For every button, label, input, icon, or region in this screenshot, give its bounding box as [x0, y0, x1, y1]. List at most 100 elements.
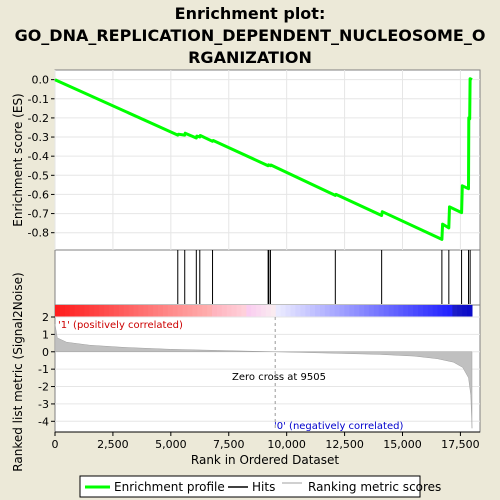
band-segment [349, 305, 355, 317]
es-y-tick-label: -0.2 [28, 112, 49, 125]
band-segment [113, 305, 120, 317]
band-segment [437, 305, 444, 317]
es-panel [54, 69, 481, 251]
band-segment [418, 305, 424, 317]
es-y-tick-label: -0.1 [28, 93, 49, 106]
band-segment [143, 305, 149, 317]
legend-enrichment-label: Enrichment profile [114, 480, 225, 494]
band-segment [270, 305, 277, 317]
band-segment [261, 305, 267, 317]
ranking-y-tick-label: 1 [42, 328, 49, 341]
band-segment [79, 305, 85, 317]
legend-hits-label: Hits [252, 480, 275, 494]
band-segment [305, 305, 311, 317]
band-segment [59, 305, 66, 317]
band-segment [467, 305, 473, 317]
x-tick-label: 5,000 [155, 438, 187, 451]
band-segment [462, 305, 468, 317]
band-segment [84, 305, 90, 317]
band-segment [295, 305, 301, 317]
band-segment [172, 305, 179, 317]
band-segment [344, 305, 350, 317]
band-segment [133, 305, 139, 317]
x-axis-label: Rank in Ordered Dataset [191, 453, 339, 467]
ranking-ylabel: Ranked list metric (Signal2Noise) [11, 272, 25, 471]
band-segment [422, 305, 429, 317]
band-segment [241, 305, 247, 317]
legend: Enrichment profile Hits Ranking metric s… [79, 475, 441, 498]
band-segment [94, 305, 100, 317]
ranking-y-tick-label: -4 [38, 415, 49, 428]
band-segment [368, 305, 375, 317]
ranking-y-tick-label: -3 [38, 398, 49, 411]
band-segment [216, 305, 223, 317]
es-y-tick-label: 0.0 [32, 74, 50, 87]
ranking-metric-layer: 2 1 0 -1 -2 -3 -4 [38, 311, 480, 430]
band-segment [393, 305, 399, 317]
x-tick-label: 15,000 [383, 438, 422, 451]
band-segment [226, 305, 233, 317]
x-tick-label: 2,500 [97, 438, 129, 451]
band-segment [324, 305, 331, 317]
plot-title-line2: GO_DNA_REPLICATION_DEPENDENT_NUCLEOSOME_… [15, 26, 486, 45]
enrichment-profile-line [54, 77, 473, 241]
band-segment [158, 305, 164, 317]
band-segment [329, 305, 336, 317]
ranking-panel [54, 304, 481, 433]
ranking-metric-area [54, 323, 473, 429]
band-segment [167, 305, 174, 317]
ranking-y-tick-label: -2 [38, 381, 49, 394]
plot-title-line1: Enrichment plot: [175, 4, 326, 23]
band-segment [364, 305, 370, 317]
band-segment [265, 305, 272, 317]
band-segment [123, 305, 130, 317]
band-segment [275, 305, 282, 317]
band-segment [398, 305, 404, 317]
band-segment [354, 305, 360, 317]
zero-cross-label: Zero cross at 9505 [232, 372, 326, 383]
band-segment [99, 305, 105, 317]
band-segment [202, 305, 208, 317]
band-segment [359, 305, 365, 317]
es-y-tick-label: -0.6 [28, 188, 49, 201]
band-segment [442, 305, 448, 317]
band-segment [197, 305, 203, 317]
band-segment [69, 305, 76, 317]
es-y-tick-label: -0.3 [28, 131, 49, 144]
band-segment [177, 305, 184, 317]
band-segment [74, 305, 81, 317]
band-segment [388, 305, 395, 317]
es-y-tick-label: -0.8 [28, 227, 49, 240]
x-tick-label: 0 [52, 438, 59, 451]
band-segment [128, 305, 134, 317]
band-segment [192, 305, 198, 317]
ranking-y-tick-label: 2 [42, 311, 49, 324]
band-segment [118, 305, 125, 317]
band-segment [373, 305, 380, 317]
band-segment [403, 305, 409, 317]
es-y-tick-label: -0.7 [28, 208, 49, 221]
band-segment [162, 305, 169, 317]
band-segment [221, 305, 228, 317]
es-axis: 0.0 -0.1 -0.2 -0.3 -0.4 -0.5 -0.6 -0.7 -0.8 [28, 70, 480, 250]
hits-panel [54, 249, 481, 306]
band-segment [138, 305, 144, 317]
band-segment [55, 305, 61, 317]
band-segment [231, 305, 238, 317]
band-segment [315, 305, 321, 317]
legend-ranking-label: Ranking metric scores [308, 480, 441, 494]
band-segment [290, 305, 296, 317]
ranking-y-tick-label: 0 [42, 346, 49, 359]
legend-box [79, 475, 421, 498]
negative-correlation-label: '0' (negatively correlated) [274, 421, 403, 432]
band-segment [457, 305, 463, 317]
band-segment [378, 305, 385, 317]
es-y-tick-label: -0.4 [28, 150, 49, 163]
band-segment [383, 305, 390, 317]
rank-color-band [55, 305, 473, 317]
band-segment [148, 305, 154, 317]
band-segment [246, 305, 252, 317]
band-segment [236, 305, 242, 317]
x-axis: 0 2,500 5,000 7,500 10,000 12,500 15,000 17,500 [52, 431, 480, 451]
